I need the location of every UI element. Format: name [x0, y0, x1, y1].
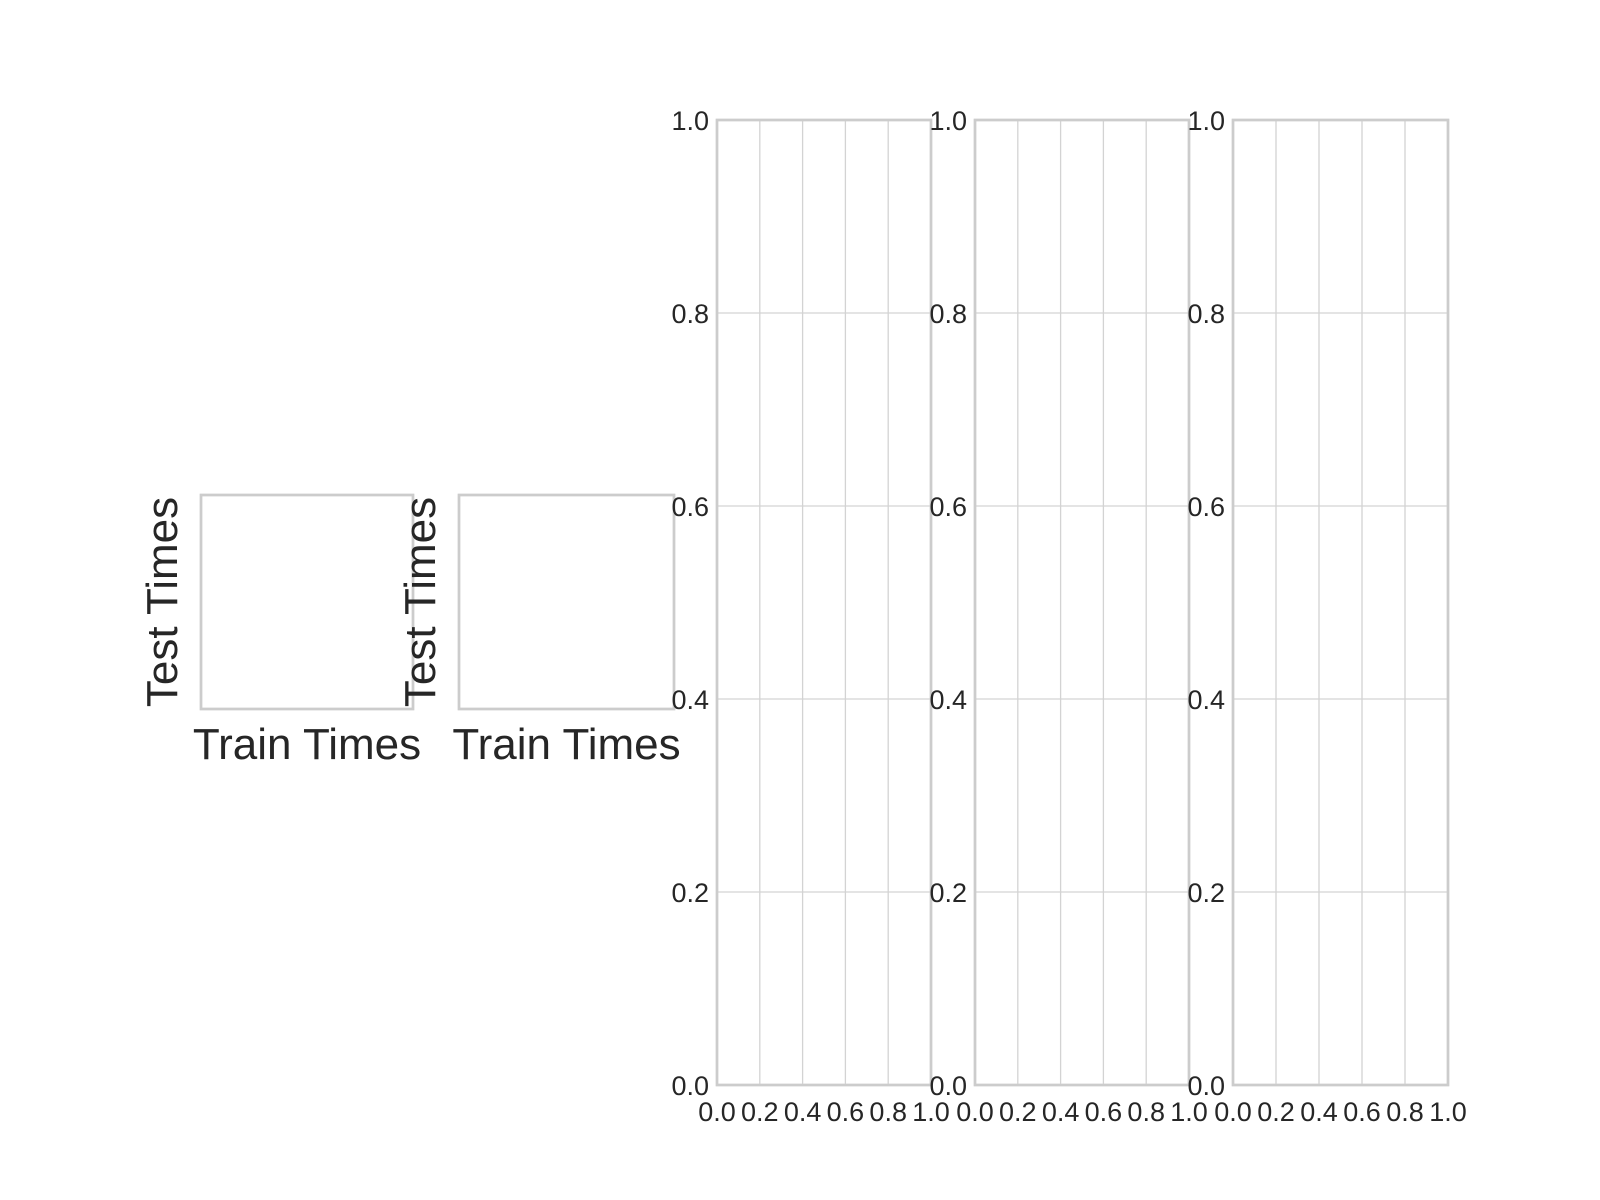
subplot-3: 0.00.20.40.60.81.00.0 0.2 0.4 0.6 0.8 1.0	[671, 106, 949, 1127]
x-tick-label: 1.0	[1170, 1097, 1208, 1127]
x-tick-label: 0.0	[956, 1097, 994, 1127]
x-tick-label: 0.6	[1085, 1097, 1123, 1127]
x-tick-label: 0.6	[1343, 1097, 1381, 1127]
y-tick-label: 1.0	[671, 106, 709, 136]
axes-border	[715, 118, 933, 1087]
subplot-4: 0.00.20.40.60.81.00.0 0.2 0.4 0.6 0.8 1.0	[929, 106, 1207, 1127]
y-tick-label: 0.4	[1187, 685, 1225, 715]
y-axis-label: Test Times	[396, 497, 445, 707]
y-tick-label: 0.0	[1187, 1071, 1225, 1101]
x-tick-label: 0.4	[784, 1097, 822, 1127]
x-tick-label: 0.2	[999, 1097, 1037, 1127]
y-tick-label: 0.8	[1187, 299, 1225, 329]
x-tick-label: 1.0	[1429, 1097, 1467, 1127]
y-tick-label: 0.4	[929, 685, 967, 715]
y-tick-label: 0.6	[1187, 492, 1225, 522]
subplot-5: 0.00.20.40.60.81.00.0 0.2 0.4 0.6 0.8 1.0	[1187, 106, 1466, 1127]
y-tick-label: 0.8	[671, 299, 709, 329]
x-tick-label: 0.0	[698, 1097, 736, 1127]
axes-frame	[973, 118, 1191, 1087]
x-tick-label: 0.6	[827, 1097, 865, 1127]
axes-frame	[457, 493, 676, 711]
y-tick-label: 1.0	[929, 106, 967, 136]
x-tick-label: 0.8	[1127, 1097, 1165, 1127]
x-tick-label: 0.8	[869, 1097, 907, 1127]
axes-frame	[715, 118, 933, 1087]
x-tick-label: 0.0	[1214, 1097, 1252, 1127]
x-tick-label: 0.2	[1257, 1097, 1295, 1127]
axes-border	[457, 493, 676, 711]
y-tick-label: 0.2	[1187, 878, 1225, 908]
y-tick-label: 0.2	[929, 878, 967, 908]
y-tick-label: 0.2	[671, 878, 709, 908]
axes-frame	[1231, 118, 1450, 1087]
y-axis-label: Test Times	[138, 497, 187, 707]
y-tick-label: 0.0	[929, 1071, 967, 1101]
y-tick-label: 1.0	[1187, 106, 1225, 136]
x-axis-label: Train Times	[193, 720, 421, 769]
y-tick-label: 0.8	[929, 299, 967, 329]
x-tick-label: 0.4	[1042, 1097, 1080, 1127]
axes-border	[1231, 118, 1450, 1087]
y-tick-label: 0.4	[671, 685, 709, 715]
x-tick-label: 0.2	[741, 1097, 779, 1127]
y-tick-label: 0.6	[671, 492, 709, 522]
x-tick-label: 0.8	[1386, 1097, 1424, 1127]
axes-border	[199, 493, 415, 711]
y-tick-label: 0.0	[671, 1071, 709, 1101]
x-tick-label: 0.4	[1300, 1097, 1338, 1127]
axes-border	[973, 118, 1191, 1087]
x-axis-label: Train Times	[452, 720, 680, 769]
y-tick-label: 0.6	[929, 492, 967, 522]
x-tick-label: 1.0	[912, 1097, 950, 1127]
axes-frame	[199, 493, 415, 711]
